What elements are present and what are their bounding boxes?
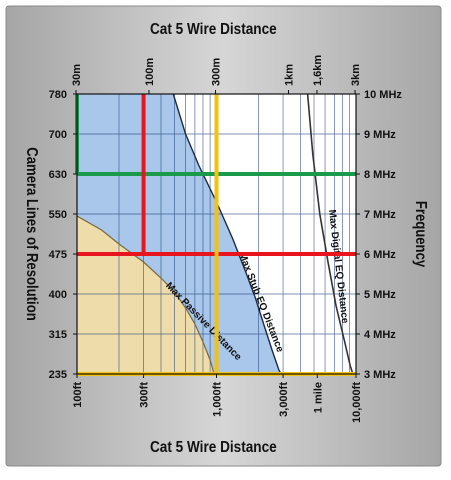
left-tick-label: 235 bbox=[49, 369, 67, 381]
right-tick-label: 8 MHz bbox=[364, 169, 396, 181]
bottom-tick-label: 300ft bbox=[139, 382, 151, 408]
top-tick-label: 3km bbox=[350, 64, 362, 86]
left-tick-label: 630 bbox=[49, 169, 67, 181]
right-tick-label: 4 MHz bbox=[364, 329, 396, 341]
axes: 100ft 300ft 1,000ft 3,000ft 1 mile 10,000ft 30… bbox=[49, 55, 403, 423]
left-tick-label: 550 bbox=[49, 209, 67, 221]
right-tick-label: 5 MHz bbox=[364, 289, 396, 301]
bottom-tick-label: 3,000ft bbox=[278, 382, 290, 417]
bottom-tick-label: 1,000ft bbox=[212, 382, 224, 417]
right-axis-title: Frequency bbox=[412, 201, 429, 268]
left-tick-label: 475 bbox=[49, 249, 67, 261]
top-tick-label: 300m bbox=[211, 58, 223, 86]
bottom-title: Cat 5 Wire Distance bbox=[150, 439, 277, 456]
passive-region bbox=[77, 94, 215, 374]
plot-clip-group bbox=[77, 94, 356, 374]
right-tick-label: 9 MHz bbox=[364, 129, 396, 141]
stub-eq-boundary-line bbox=[172, 94, 282, 374]
left-tick-label: 780 bbox=[49, 89, 67, 101]
left-tick-label: 400 bbox=[49, 289, 67, 301]
left-axis-title: Camera Lines of Resolution bbox=[23, 147, 40, 320]
left-tick-label: 315 bbox=[49, 329, 67, 341]
top-title: Cat 5 Wire Distance bbox=[150, 21, 277, 38]
bottom-tick-label: 10,000ft bbox=[351, 382, 363, 423]
right-tick-label: 7 MHz bbox=[364, 209, 396, 221]
right-tick-label: 3 MHz bbox=[364, 369, 396, 381]
top-tick-label: 1km bbox=[283, 64, 295, 86]
digital-eq-boundary-line bbox=[306, 94, 354, 374]
right-tick-label: 10 MHz bbox=[364, 89, 402, 101]
left-tick-label: 700 bbox=[49, 129, 67, 141]
bottom-tick-label: 1 mile bbox=[312, 382, 324, 413]
right-tick-label: 6 MHz bbox=[364, 249, 396, 261]
top-tick-label: 100m bbox=[144, 58, 156, 86]
bottom-tick-label: 100ft bbox=[72, 382, 84, 408]
top-tick-label: 30m bbox=[71, 64, 83, 86]
top-tick-label: 1,6km bbox=[312, 55, 324, 86]
passive-boundary-line bbox=[77, 215, 215, 374]
